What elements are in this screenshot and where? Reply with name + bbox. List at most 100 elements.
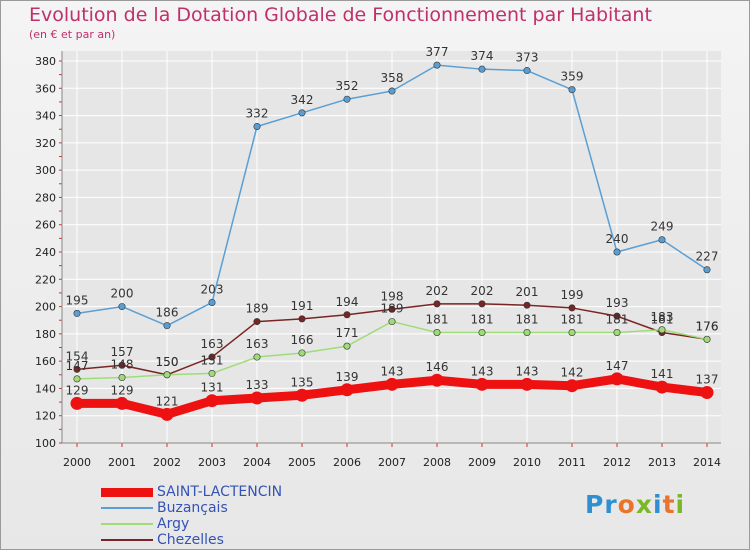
point-buzancais-2006 xyxy=(343,95,351,103)
y-tick-label-240: 240 xyxy=(35,246,56,259)
data-label-saint-lactencin-2004: 133 xyxy=(246,378,269,392)
data-label-chezelles-2000: 154 xyxy=(66,349,89,363)
point-buzancais-2012 xyxy=(613,248,621,256)
proxiti-logo: Proxiti xyxy=(585,490,686,519)
point-buzancais-2009 xyxy=(478,65,486,73)
point-saint-lactencin-2012 xyxy=(610,372,624,386)
legend-swatch-saint-lactencin xyxy=(101,488,153,497)
point-chezelles-2004 xyxy=(253,318,261,326)
data-label-argy-2005: 166 xyxy=(291,333,314,347)
data-label-saint-lactencin-2008: 146 xyxy=(426,360,449,374)
data-label-saint-lactencin-2006: 139 xyxy=(336,370,359,384)
data-label-chezelles-2005: 191 xyxy=(291,299,314,313)
point-argy-2010 xyxy=(523,328,531,336)
point-saint-lactencin-2003 xyxy=(205,394,219,408)
x-tick-label-2010: 2010 xyxy=(513,456,541,469)
point-saint-lactencin-2014 xyxy=(700,386,714,400)
point-chezelles-2005 xyxy=(298,315,306,323)
point-buzancais-2004 xyxy=(253,122,261,130)
series xyxy=(70,61,714,421)
point-chezelles-2010 xyxy=(523,301,531,309)
y-tick-label-200: 200 xyxy=(35,301,56,314)
data-label-argy-2003: 151 xyxy=(201,353,224,367)
point-argy-2001 xyxy=(118,374,126,382)
data-label-buzancais-2002: 186 xyxy=(156,306,179,320)
y-tick-label-380: 380 xyxy=(35,55,56,68)
point-saint-lactencin-2006 xyxy=(340,383,354,397)
data-label-chezelles-2002: 150 xyxy=(156,355,179,369)
point-buzancais-2013 xyxy=(658,236,666,244)
y-tick-label-100: 100 xyxy=(35,437,56,450)
point-argy-2008 xyxy=(433,328,441,336)
point-chezelles-2007 xyxy=(388,305,396,313)
x-tick-label-2001: 2001 xyxy=(108,456,136,469)
data-label-buzancais-2008: 377 xyxy=(426,45,449,59)
point-argy-2002 xyxy=(163,371,171,379)
y-tick-label-320: 320 xyxy=(35,137,56,150)
point-buzancais-2014 xyxy=(703,266,711,274)
data-label-argy-2002: 150 xyxy=(156,355,179,369)
legend-swatch-chezelles xyxy=(101,539,153,541)
data-label-buzancais-2014: 227 xyxy=(696,250,719,264)
point-buzancais-2007 xyxy=(388,87,396,95)
point-saint-lactencin-2008 xyxy=(430,373,444,387)
data-label-saint-lactencin-2002: 121 xyxy=(156,394,179,408)
data-label-chezelles-2012: 193 xyxy=(606,296,629,310)
data-label-saint-lactencin-2009: 143 xyxy=(471,364,494,378)
point-argy-2006 xyxy=(343,342,351,350)
data-label-saint-lactencin-2007: 143 xyxy=(381,364,404,378)
data-label-buzancais-2007: 358 xyxy=(381,71,404,85)
point-buzancais-2010 xyxy=(523,67,531,75)
point-buzancais-2002 xyxy=(163,322,171,330)
data-label-saint-lactencin-2001: 129 xyxy=(111,383,134,397)
x-tick-label-2007: 2007 xyxy=(378,456,406,469)
y-tick-label-180: 180 xyxy=(35,328,56,341)
data-label-argy-2004: 163 xyxy=(246,337,269,351)
point-buzancais-2011 xyxy=(568,86,576,94)
point-argy-2011 xyxy=(568,328,576,336)
data-label-argy-2009: 181 xyxy=(471,312,494,326)
point-buzancais-2005 xyxy=(298,109,306,117)
data-label-chezelles-2013: 181 xyxy=(651,312,674,326)
x-tick-label-2002: 2002 xyxy=(153,456,181,469)
data-label-chezelles-2010: 201 xyxy=(516,285,539,299)
point-buzancais-2000 xyxy=(73,309,81,317)
legend-swatch-argy xyxy=(101,523,153,525)
data-label-buzancais-2009: 374 xyxy=(471,49,494,63)
data-label-argy-2000: 147 xyxy=(66,359,89,373)
axes: 100 120 140 160 180 200 220 240 260 280 300 320 340 3… xyxy=(35,51,721,469)
data-label-saint-lactencin-2003: 131 xyxy=(201,381,224,395)
data-label-argy-2006: 171 xyxy=(336,326,359,340)
data-label-argy-2001: 148 xyxy=(111,358,134,372)
point-chezelles-2009 xyxy=(478,300,486,308)
point-argy-2014 xyxy=(703,335,711,343)
x-tick-label-2005: 2005 xyxy=(288,456,316,469)
legend-label-buzancais: Buzançais xyxy=(157,500,228,516)
point-argy-2004 xyxy=(253,353,261,361)
data-label-argy-2010: 181 xyxy=(516,312,539,326)
point-argy-2000 xyxy=(73,375,81,383)
data-label-buzancais-2012: 240 xyxy=(606,232,629,246)
data-label-argy-2007: 189 xyxy=(381,302,404,316)
point-chezelles-2003 xyxy=(208,353,216,361)
data-label-chezelles-2008: 202 xyxy=(426,284,449,298)
point-saint-lactencin-2007 xyxy=(385,377,399,391)
point-saint-lactencin-2001 xyxy=(115,396,129,410)
point-argy-2003 xyxy=(208,369,216,377)
data-label-buzancais-2000: 195 xyxy=(66,293,89,307)
data-label-chezelles-2009: 202 xyxy=(471,284,494,298)
data-label-buzancais-2001: 200 xyxy=(111,287,134,301)
point-argy-2013 xyxy=(658,326,666,334)
data-label-chezelles-2001: 157 xyxy=(111,345,134,359)
point-chezelles-2000 xyxy=(73,365,81,373)
y-tick-label-360: 360 xyxy=(35,82,56,95)
data-label-buzancais-2011: 359 xyxy=(561,70,584,84)
y-tick-label-280: 280 xyxy=(35,191,56,204)
point-saint-lactencin-2005 xyxy=(295,388,309,402)
legend-label-saint-lactencin: SAINT-LACTENCIN xyxy=(157,484,283,500)
data-label-argy-2008: 181 xyxy=(426,312,449,326)
x-tick-label-2011: 2011 xyxy=(558,456,586,469)
point-argy-2007 xyxy=(388,318,396,326)
